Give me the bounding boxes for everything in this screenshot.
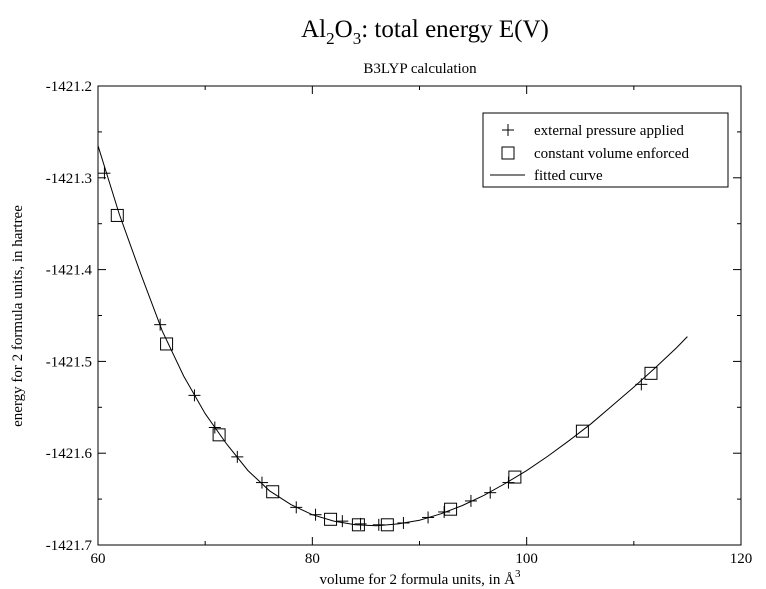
constant-volume-point: [266, 485, 280, 499]
external-pressure-point: [422, 511, 435, 524]
y-tick-label: -1421.2: [46, 79, 92, 95]
chart-title: Al2O3: total energy E(V): [301, 16, 549, 48]
constant-volume-point: [508, 470, 522, 484]
external-pressure-point: [372, 518, 385, 531]
x-axis-label: volume for 2 formula units, in Å3: [320, 568, 521, 588]
constant-volume-point: [324, 512, 338, 526]
external-pressure-point: [635, 378, 648, 391]
constant-volume-point: [444, 502, 458, 516]
y-tick-label: -1421.4: [46, 263, 93, 279]
constant-volume-point: [351, 518, 365, 532]
external-pressure-point: [502, 476, 515, 489]
plot-frame: [97, 85, 742, 546]
x-tick-label: 100: [515, 551, 538, 567]
plot-content: [97, 145, 688, 532]
external-pressure-point: [336, 515, 349, 528]
chart-subtitle: B3LYP calculation: [363, 61, 477, 77]
y-tick-label: -1421.3: [46, 171, 92, 187]
external-pressure-point: [98, 167, 111, 180]
x-axis-label-unit: Å: [504, 572, 515, 588]
x-axis-label-text: volume for 2 formula units, in: [320, 572, 505, 588]
y-axis-label: energy for 2 formula units, in hartree: [10, 205, 26, 427]
external-pressure-point: [464, 494, 477, 507]
x-axis-label-exp: 3: [515, 568, 521, 580]
chart-title-mid: O: [335, 16, 353, 43]
external-pressure-point: [231, 450, 244, 463]
legend-marker-square: [501, 146, 515, 160]
chart-title-main: Al: [301, 16, 326, 43]
external-pressure-point: [255, 476, 268, 489]
legend-marker-plus: [502, 124, 514, 136]
constant-volume-point: [644, 366, 658, 380]
external-pressure-point: [438, 505, 451, 518]
x-tick-label: 120: [730, 551, 753, 567]
y-tick-label: -1421.6: [46, 446, 93, 462]
y-tick-label: -1421.7: [46, 538, 93, 554]
legend-label-external-pressure: external pressure applied: [534, 123, 684, 139]
chart-title-rest: : total energy E(V): [361, 16, 549, 43]
external-pressure-point: [309, 508, 322, 521]
fitted-curve-line: [97, 145, 688, 527]
constant-volume-point: [212, 428, 226, 442]
legend-label-constant-volume: constant volume enforced: [534, 146, 689, 162]
external-pressure-point: [290, 501, 303, 514]
constant-volume-point: [160, 337, 174, 351]
chart-title-sub1: 2: [326, 29, 335, 48]
x-tick-label: 80: [305, 551, 320, 567]
external-pressure-point: [154, 318, 167, 331]
legend: external pressure applied constant volum…: [482, 112, 729, 188]
y-tick-label: -1421.5: [46, 354, 92, 370]
constant-volume-point: [575, 424, 589, 438]
external-pressure-point: [208, 421, 221, 434]
constant-volume-point: [110, 208, 124, 222]
y-axis-ticks: -1421.7 -1421.6 -1421.5 -1421.4 -1421.3 -1421…: [46, 79, 741, 554]
external-pressure-point: [397, 516, 410, 529]
external-pressure-point: [188, 389, 201, 402]
legend-label-fitted-curve: fitted curve: [534, 168, 603, 184]
x-tick-label: 60: [91, 551, 106, 567]
chart-title-sub2: 3: [353, 29, 362, 48]
external-pressure-point: [354, 517, 367, 530]
external-pressure-point: [484, 486, 497, 499]
